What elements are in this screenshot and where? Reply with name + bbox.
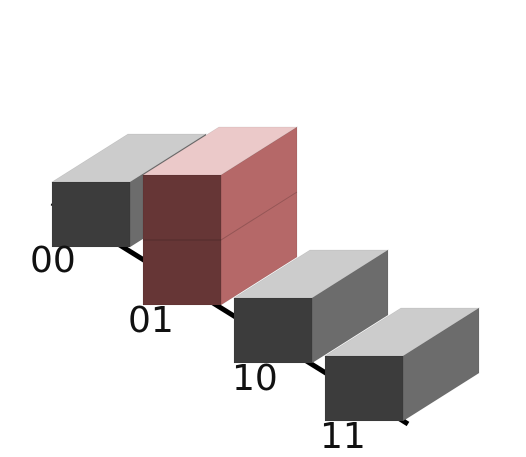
bar-00-top <box>50 133 208 183</box>
bar-11-top <box>323 307 481 357</box>
label-01: 01 <box>128 300 174 341</box>
label-11: 11 <box>320 416 366 457</box>
bar-10-front <box>233 297 313 364</box>
bar-01-seam-1 <box>143 191 298 241</box>
bar-10-top <box>232 249 390 299</box>
bar-01-top <box>141 126 299 176</box>
label-10: 10 <box>232 358 278 399</box>
label-00: 00 <box>30 240 76 281</box>
bar-11-front <box>324 355 404 422</box>
bars-group <box>50 126 481 422</box>
bar-00-front <box>51 181 131 248</box>
